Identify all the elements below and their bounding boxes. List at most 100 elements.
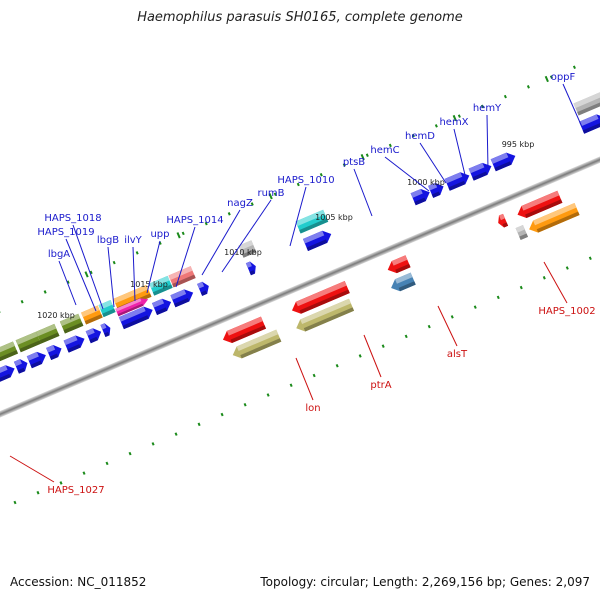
outer-tick — [112, 260, 116, 265]
upper-gene — [35, 323, 60, 344]
forward-gene — [468, 162, 492, 181]
gene-label: alsT — [447, 349, 468, 360]
forward-gene — [410, 189, 430, 206]
inner-tick — [197, 422, 201, 427]
upper-gene — [81, 305, 103, 325]
upper-gene — [149, 275, 173, 296]
gene-callout — [453, 128, 467, 180]
gene-label: HAPS_1002 — [538, 306, 595, 317]
inner-tick — [450, 315, 454, 319]
forward-gene — [245, 261, 256, 276]
inner-tick — [13, 500, 17, 505]
outer-tick — [227, 212, 231, 216]
gene-callout — [9, 455, 55, 483]
gene-label: upp — [150, 229, 169, 240]
forward-gene — [85, 328, 102, 344]
outer-tick — [135, 251, 139, 255]
outer-major-tick — [268, 193, 273, 200]
gene-callout — [65, 238, 97, 312]
forward-gene — [490, 152, 516, 172]
forward-gene — [0, 365, 15, 384]
upper-gene — [295, 209, 329, 234]
gene-label: hemX — [439, 117, 468, 128]
inner-tick — [289, 383, 293, 388]
inner-tick — [312, 373, 316, 378]
lower-gene — [529, 203, 580, 233]
gene-label: ptrA — [370, 380, 391, 391]
gene-label: hemY — [473, 103, 502, 114]
accession-label: Accession: NC_011852 — [10, 575, 147, 589]
inner-tick — [174, 432, 178, 436]
lower-gene — [515, 224, 529, 241]
gene-callout — [295, 357, 314, 401]
outer-tick — [296, 182, 300, 187]
inner-tick — [128, 451, 132, 456]
gene-label: ptsB — [343, 157, 365, 168]
outer-tick — [0, 309, 1, 314]
scale-label: 1020 kbp — [37, 311, 75, 320]
gene-callout — [175, 226, 196, 288]
inner-tick — [82, 471, 86, 475]
outer-tick — [480, 104, 484, 109]
gene-label: nagZ — [227, 198, 253, 209]
inner-tick — [565, 266, 569, 270]
inner-tick — [266, 393, 270, 397]
gene-label: rumB — [257, 188, 284, 199]
outer-tick — [20, 299, 24, 304]
inner-tick — [542, 276, 546, 280]
outer-tick — [549, 75, 553, 79]
gene-label: hemD — [405, 131, 435, 142]
inner-tick — [427, 324, 431, 329]
inner-tick — [59, 481, 63, 485]
outer-tick — [250, 202, 254, 206]
outer-tick — [388, 143, 392, 148]
gene-label: lbgB — [97, 235, 119, 246]
scale-label: 1000 kbp — [407, 178, 445, 187]
outer-tick — [319, 172, 323, 177]
outer-major-tick — [544, 75, 549, 83]
gene-label: lbgA — [48, 249, 70, 260]
lower-gene — [517, 190, 563, 218]
gene-callout — [201, 209, 241, 276]
forward-gene — [151, 298, 172, 316]
outer-major-tick — [360, 154, 365, 161]
forward-gene — [46, 345, 62, 360]
gene-callout — [58, 260, 77, 306]
forward-gene — [444, 172, 470, 191]
gene-label: HAPS_1027 — [47, 485, 104, 496]
scale-label: 995 kbp — [502, 140, 535, 149]
gene-callout — [562, 83, 583, 128]
forward-gene — [579, 114, 600, 134]
forward-gene — [13, 359, 28, 374]
inner-tick — [381, 344, 385, 348]
gene-callout — [353, 168, 373, 217]
forward-gene — [118, 306, 153, 330]
inner-tick — [105, 461, 109, 466]
outer-tick — [503, 94, 507, 99]
gene-callout — [72, 224, 104, 310]
gene-label: lon — [305, 403, 320, 414]
outer-tick — [526, 85, 530, 89]
lower-gene — [296, 298, 355, 332]
outer-tick — [204, 221, 208, 226]
inner-tick — [36, 490, 40, 495]
inner-tick — [151, 442, 155, 446]
lower-gene — [391, 272, 416, 292]
outer-major-tick — [176, 232, 181, 239]
gene-callout — [221, 199, 272, 273]
gene-label: hemC — [370, 145, 399, 156]
upper-gene — [59, 313, 84, 334]
gene-label: HAPS_1018 — [44, 213, 101, 224]
lower-gene — [291, 281, 350, 314]
outer-major-tick — [452, 114, 457, 122]
forward-gene — [428, 182, 444, 198]
gene-callout — [384, 156, 430, 192]
forward-gene — [302, 230, 332, 251]
upper-gene — [15, 331, 42, 353]
gene-callout — [486, 114, 489, 170]
inner-tick — [496, 295, 500, 300]
gene-callout — [107, 246, 115, 308]
lower-gene — [498, 213, 509, 228]
lower-gene — [387, 255, 411, 274]
